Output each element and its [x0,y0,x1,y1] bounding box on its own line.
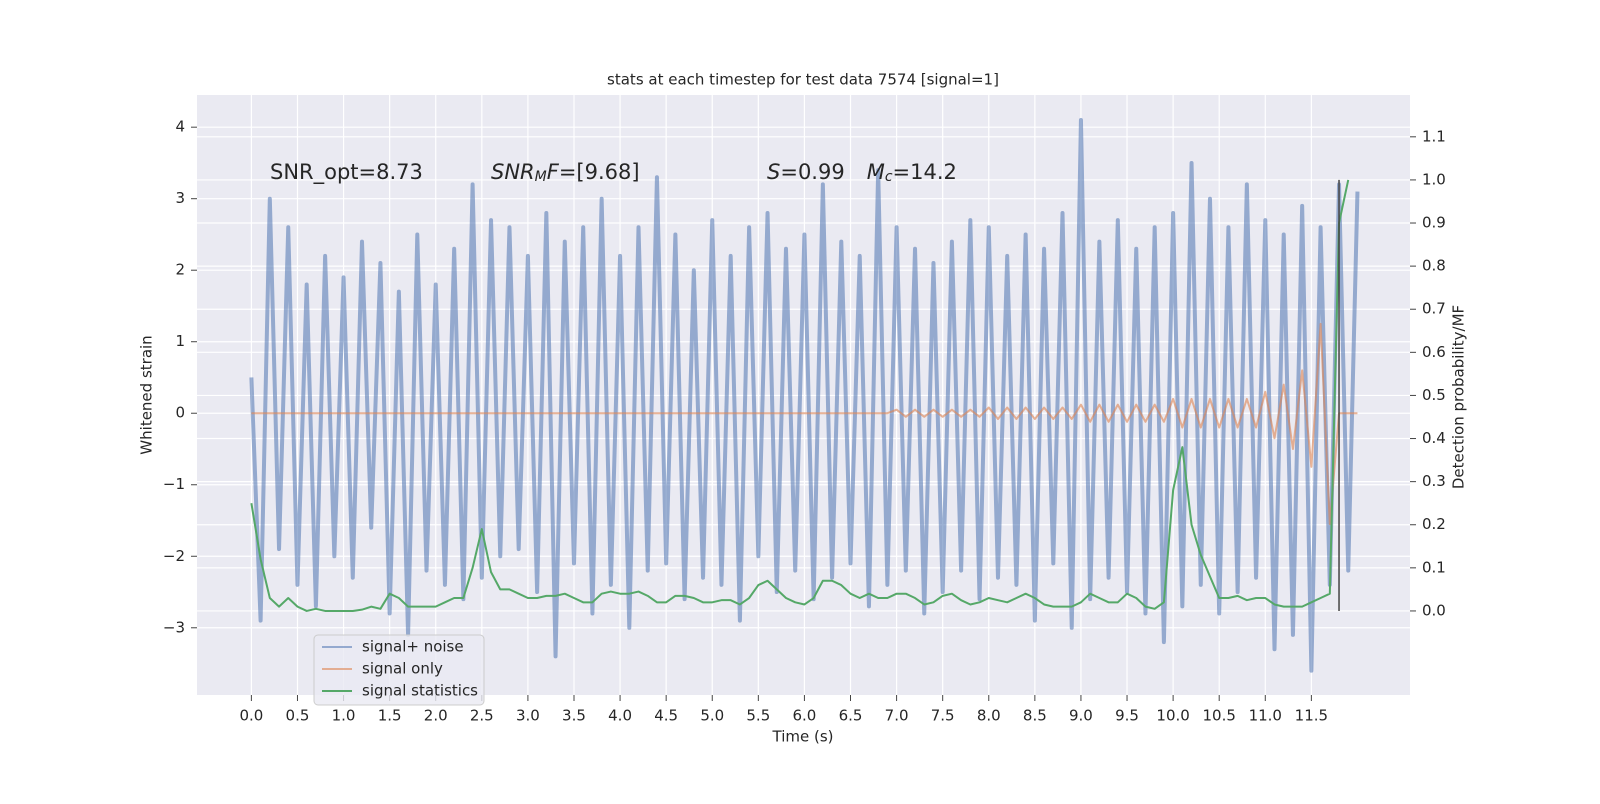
annotation-part: c [885,169,893,185]
x-tick-label: 0.0 [239,707,263,725]
series-line [249,118,1360,673]
y2-tick-label: 0.3 [1422,472,1446,490]
y-tick-label: 2 [175,261,185,279]
series-line [250,179,1350,612]
y2-tick-label: 0.1 [1422,558,1446,576]
y-tick-label: 4 [175,118,185,136]
annotation-part: F [547,160,560,184]
x-tick-label: 7.5 [931,707,955,725]
y2-tick-label: 0.2 [1422,515,1446,533]
x-tick-label: 1.0 [332,707,356,725]
y2-tick-label: 0.5 [1422,386,1446,404]
x-tick-label: 6.0 [792,707,816,725]
x-tick-label: 3.5 [562,707,586,725]
x-tick-label: 9.0 [1069,707,1093,725]
annotation: SNR_opt=8.73 [270,160,423,185]
y2-tick-label: 0.7 [1422,300,1446,318]
y2-tick-label: 0.8 [1422,257,1446,275]
x-tick-label: 6.5 [839,707,863,725]
x-tick-label: 11.0 [1249,707,1282,725]
x-tick-label: 4.0 [608,707,632,725]
y2-tick-label: 0.4 [1422,429,1446,447]
annotation-part: M [535,169,547,185]
x-tick-label: 10.0 [1156,707,1189,725]
y2-tick-label: 1.1 [1422,127,1446,145]
y2-tick-label: 0.0 [1422,601,1446,619]
x-tick-label: 9.5 [1115,707,1139,725]
annotation-part: M [867,160,885,184]
x-tick-label: 0.5 [286,707,310,725]
annotation-part: =0.99 [780,160,844,184]
x-tick-label: 5.0 [700,707,724,725]
y-axis-label: Whitened strain [138,335,156,454]
annotation: SNRMF=[9.68] [491,160,640,185]
x-tick-label: 5.5 [746,707,770,725]
y2-tick-label: 0.6 [1422,343,1446,361]
x-tick-label: 8.0 [977,707,1001,725]
x-tick-label: 3.0 [516,707,540,725]
chart-title: stats at each timestep for test data 757… [607,71,999,89]
legend-label: signal+ noise [362,638,464,656]
legend-box [313,634,485,706]
y-tick-label: −2 [163,547,185,565]
y-tick-label: −3 [163,618,185,636]
legend-label: signal statistics [362,682,478,700]
annotation-part: SNR [491,160,535,184]
x-tick-label: 7.0 [885,707,909,725]
legend-label: signal only [362,660,443,678]
y-tick-label: −1 [163,475,185,493]
x-tick-label: 1.5 [378,707,402,725]
annotation-part: SNR_opt=8.73 [270,160,423,185]
x-tick-label: 11.5 [1295,707,1328,725]
y-tick-label: 1 [175,332,185,350]
x-axis-label: Time (s) [772,728,834,746]
annotation: S=0.99 Mc=14.2 [767,160,957,185]
y2-tick-label: 1.0 [1422,170,1446,188]
x-tick-label: 2.5 [470,707,494,725]
y2-axis-label: Detection probability/MF [1450,305,1468,489]
x-tick-label: 8.5 [1023,707,1047,725]
y-tick-label: 3 [175,189,185,207]
annotation-part: S [767,160,780,184]
y2-tick-label: 0.9 [1422,214,1446,232]
x-tick-label: 2.0 [424,707,448,725]
y-tick-label: 0 [175,404,185,422]
annotation-part: =[9.68] [559,160,640,184]
x-tick-label: 10.5 [1202,707,1235,725]
series-line [251,322,1358,526]
annotation-part: =14.2 [893,160,957,184]
x-tick-label: 4.5 [654,707,678,725]
